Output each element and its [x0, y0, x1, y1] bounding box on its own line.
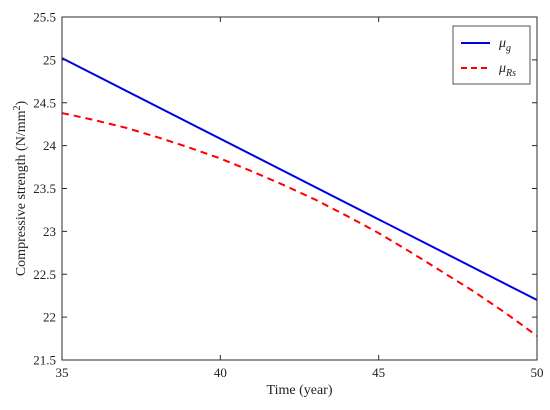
y-tick-label: 25.5: [33, 10, 56, 25]
y-tick-label: 24.5: [33, 95, 56, 110]
y-tick-label: 25: [43, 52, 56, 67]
x-tick-label: 40: [214, 365, 227, 380]
y-tick-label: 23: [43, 224, 56, 239]
y-tick-label: 21.5: [33, 353, 56, 368]
x-axis-label: Time (year): [267, 383, 333, 398]
y-tick-label: 24: [43, 138, 57, 153]
y-tick-label: 22: [43, 310, 56, 325]
y-tick-label: 22.5: [33, 267, 56, 282]
series-line-1: [61, 57, 538, 301]
x-tick-label: 45: [372, 365, 385, 380]
y-axis-label: Compressive strength (N/mm2): [12, 101, 29, 277]
legend-label-series-1: μg: [498, 36, 511, 54]
legend-label-series-2: μRs: [498, 61, 516, 79]
y-tick-label: 23.5: [33, 181, 56, 196]
legend: μg μRs: [452, 25, 531, 85]
series-line-2: [61, 112, 538, 337]
x-tick-label: 50: [531, 365, 544, 380]
legend-box: [452, 25, 531, 85]
x-tick-label: 35: [56, 365, 69, 380]
